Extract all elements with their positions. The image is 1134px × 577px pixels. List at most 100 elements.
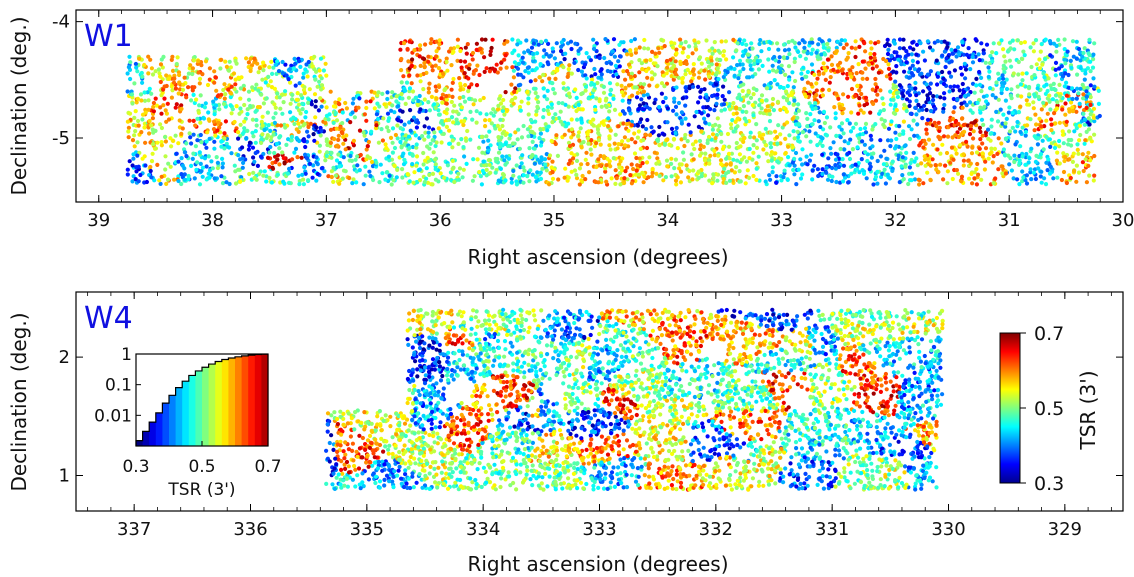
point (639, 61, 645, 66)
point (1012, 153, 1017, 158)
point (1080, 54, 1085, 59)
point (796, 167, 801, 172)
point (585, 161, 590, 167)
point (817, 110, 822, 115)
point (662, 84, 667, 89)
point (483, 37, 488, 42)
point (236, 167, 241, 172)
point (629, 137, 634, 142)
point (300, 172, 305, 177)
point (157, 71, 162, 76)
point (911, 150, 916, 155)
point (885, 37, 890, 43)
point (1053, 73, 1058, 78)
point (1003, 98, 1009, 103)
point (579, 116, 584, 121)
point (748, 63, 753, 68)
point (484, 134, 489, 139)
point (751, 92, 756, 97)
point (1057, 138, 1062, 144)
point (636, 129, 641, 134)
point (268, 79, 273, 84)
point (301, 177, 306, 182)
point (541, 54, 546, 59)
point (340, 121, 345, 126)
point (1049, 122, 1054, 127)
point (236, 75, 241, 80)
point (633, 50, 639, 55)
point (142, 98, 148, 103)
point (931, 142, 936, 147)
point (197, 76, 203, 81)
point (1043, 182, 1049, 187)
point (270, 165, 275, 170)
point (399, 91, 404, 97)
point (153, 146, 158, 151)
point (536, 100, 541, 105)
point (532, 161, 538, 166)
point (881, 107, 887, 113)
point (815, 76, 820, 81)
point (210, 166, 215, 171)
point (287, 166, 292, 171)
point (764, 86, 770, 91)
point (313, 115, 318, 120)
point (841, 172, 846, 177)
point (947, 70, 952, 75)
point (680, 50, 685, 55)
point (860, 59, 865, 64)
point (997, 77, 1002, 82)
point (1037, 66, 1042, 71)
point (744, 159, 750, 164)
point (689, 79, 694, 84)
point (984, 42, 990, 47)
point (927, 45, 933, 50)
point (1069, 100, 1074, 105)
point (845, 151, 850, 157)
point (917, 182, 922, 187)
point (436, 126, 441, 131)
point (957, 52, 962, 57)
point (406, 134, 412, 139)
point (976, 52, 981, 57)
point (205, 130, 210, 135)
point (458, 59, 463, 64)
point (536, 42, 541, 47)
point (645, 117, 650, 123)
point (844, 42, 849, 47)
point (1018, 104, 1023, 109)
point (679, 41, 684, 46)
point (1039, 169, 1044, 174)
point (904, 150, 909, 155)
point (722, 107, 728, 112)
point (857, 88, 862, 93)
point (424, 166, 429, 171)
point (394, 175, 399, 180)
point (710, 127, 716, 132)
point (274, 141, 279, 147)
point (410, 152, 415, 157)
point (365, 154, 370, 159)
point (382, 102, 387, 107)
point (589, 74, 594, 79)
point (831, 67, 836, 72)
point (238, 179, 243, 184)
point (496, 150, 502, 155)
point (198, 93, 203, 98)
point (616, 142, 621, 147)
point (651, 129, 656, 134)
point (562, 175, 567, 180)
point (928, 81, 933, 86)
point (1003, 137, 1009, 142)
point (323, 158, 328, 163)
point (503, 132, 508, 137)
point (271, 132, 276, 137)
point (348, 153, 353, 159)
point (284, 142, 289, 147)
point (277, 146, 282, 151)
point (1091, 178, 1096, 183)
point (229, 84, 234, 89)
point (767, 108, 772, 113)
point (834, 179, 839, 185)
point (133, 61, 138, 67)
